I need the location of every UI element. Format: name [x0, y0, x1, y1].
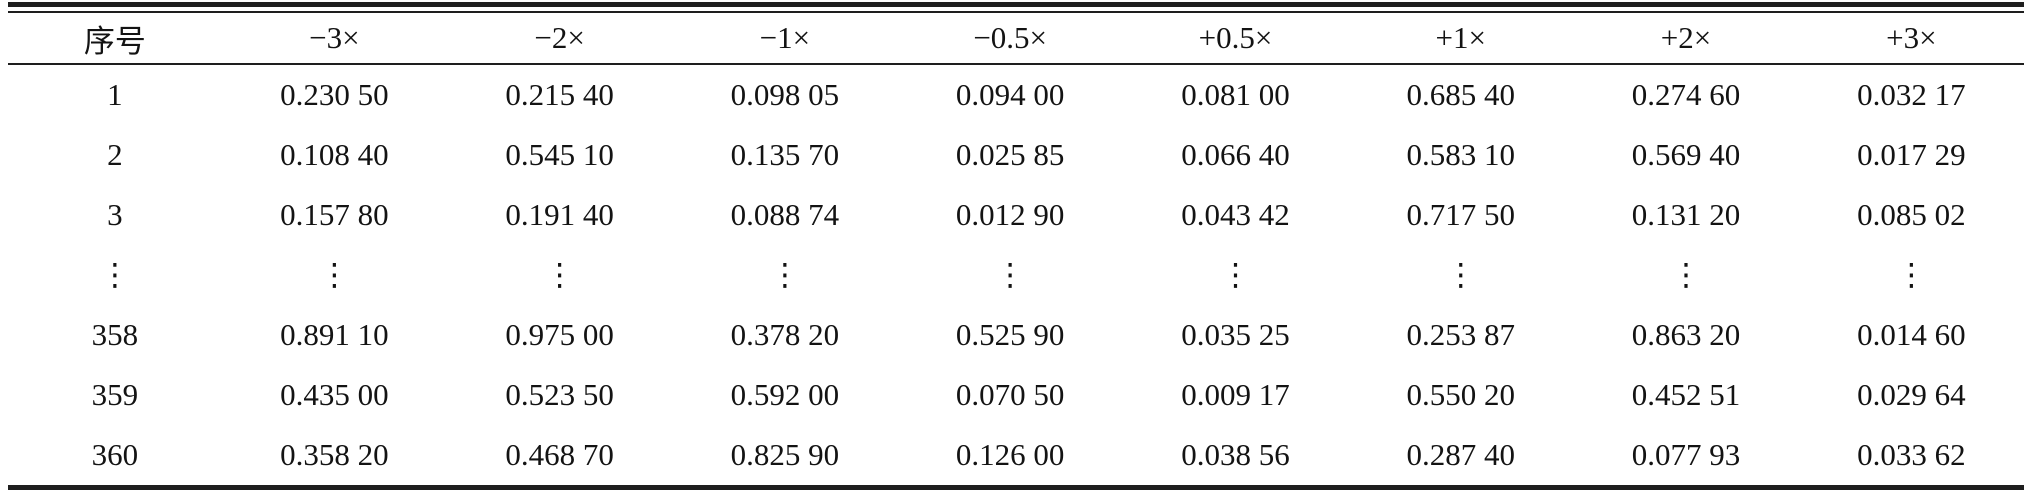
table-cell: 0.038 56	[1181, 437, 1290, 472]
table-cell: 0.975 00	[505, 317, 614, 352]
column-header-p05x: +0.5×	[1122, 13, 1349, 65]
column-header-p2x: +2×	[1573, 13, 1799, 65]
table-cell: 0.085 02	[1857, 197, 1966, 232]
column-header-p1x: +1×	[1348, 13, 1574, 65]
header-row: 序号 −3× −2× −1× −0.5× +0.5× +1× +2× +3×	[8, 13, 2024, 65]
table-row: 2 0.108 40 0.545 10 0.135 70 0.025 85 0.…	[8, 125, 2024, 185]
table-cell: 0.523 50	[505, 377, 614, 412]
vertical-ellipsis: ⋮	[318, 257, 350, 293]
vertical-ellipsis: ⋮	[99, 257, 131, 293]
table-cell: 0.070 50	[955, 377, 1065, 412]
cell-serial: 358	[91, 317, 139, 352]
table-cell: 0.066 40	[1181, 137, 1290, 172]
table-cell: 0.035 25	[1181, 317, 1290, 352]
table-cell: 0.025 85	[955, 137, 1065, 172]
table-cell: 0.287 40	[1406, 437, 1515, 472]
table-cell: 0.017 29	[1857, 137, 1966, 172]
table-cell: 0.358 20	[280, 437, 389, 472]
column-header-p3x: +3×	[1798, 13, 2024, 65]
table-row: 3 0.157 80 0.191 40 0.088 74 0.012 90 0.…	[8, 185, 2024, 245]
table-cell: 0.468 70	[505, 437, 614, 472]
table-cell: 0.191 40	[505, 197, 614, 232]
table-cell: 0.126 00	[955, 437, 1065, 472]
table-cell: 0.274 60	[1631, 77, 1741, 112]
data-table: 序号 −3× −2× −1× −0.5× +0.5× +1× +2× +3× 1…	[8, 13, 2024, 485]
table-cell: 0.253 87	[1406, 317, 1515, 352]
table-body: 1 0.230 50 0.215 40 0.098 05 0.094 00 0.…	[8, 64, 2024, 485]
table-cell: 0.435 00	[280, 377, 389, 412]
column-header-m3x: −3×	[221, 13, 447, 65]
table-cell: 0.583 10	[1406, 137, 1515, 172]
vertical-ellipsis: ⋮	[1895, 257, 1927, 293]
table-row: 1 0.230 50 0.215 40 0.098 05 0.094 00 0.…	[8, 64, 2024, 125]
table-row: 360 0.358 20 0.468 70 0.825 90 0.126 00 …	[8, 425, 2024, 485]
table-cell: 0.717 50	[1406, 197, 1515, 232]
vertical-ellipsis: ⋮	[994, 257, 1026, 293]
top-rule-thin	[8, 11, 2024, 13]
table-cell: 0.131 20	[1631, 197, 1741, 232]
cell-serial: 1	[107, 77, 123, 112]
table-cell: 0.081 00	[1181, 77, 1290, 112]
vertical-ellipsis: ⋮	[769, 257, 801, 293]
column-header-m1x: −1×	[672, 13, 898, 65]
cell-serial: 2	[107, 137, 123, 172]
table-cell: 0.550 20	[1406, 377, 1515, 412]
table-cell: 0.378 20	[730, 317, 840, 352]
table-cell: 0.012 90	[955, 197, 1065, 232]
table-header: 序号 −3× −2× −1× −0.5× +0.5× +1× +2× +3×	[8, 13, 2024, 65]
table-cell: 0.098 05	[730, 77, 840, 112]
table-cell: 0.032 17	[1857, 77, 1966, 112]
table-cell: 0.215 40	[505, 77, 614, 112]
table-cell: 0.825 90	[730, 437, 840, 472]
table-cell: 0.088 74	[730, 197, 840, 232]
table-cell: 0.014 60	[1857, 317, 1966, 352]
table-cell: 0.569 40	[1631, 137, 1741, 172]
cell-serial: 359	[91, 377, 139, 412]
vertical-ellipsis: ⋮	[1219, 257, 1251, 293]
table-cell: 0.592 00	[730, 377, 840, 412]
vertical-ellipsis: ⋮	[1670, 257, 1702, 293]
table-cell: 0.033 62	[1857, 437, 1966, 472]
table-cell: 0.685 40	[1406, 77, 1515, 112]
table-cell: 0.545 10	[505, 137, 614, 172]
table-row: 358 0.891 10 0.975 00 0.378 20 0.525 90 …	[8, 305, 2024, 365]
cell-serial: 360	[91, 437, 139, 472]
table-cell: 0.135 70	[730, 137, 840, 172]
vertical-ellipsis: ⋮	[544, 257, 576, 293]
table-cell: 0.452 51	[1631, 377, 1741, 412]
vertical-ellipsis: ⋮	[1445, 257, 1477, 293]
table-cell: 0.009 17	[1181, 377, 1290, 412]
table-cell: 0.094 00	[955, 77, 1065, 112]
column-header-m2x: −2×	[446, 13, 673, 65]
table-row: 359 0.435 00 0.523 50 0.592 00 0.070 50 …	[8, 365, 2024, 425]
column-header-m05x: −0.5×	[897, 13, 1123, 65]
cell-serial: 3	[107, 197, 123, 232]
bottom-rule-thick	[8, 485, 2024, 490]
table-cell: 0.043 42	[1181, 197, 1290, 232]
table-cell: 0.525 90	[955, 317, 1065, 352]
table-cell: 0.029 64	[1857, 377, 1966, 412]
column-header-id: 序号	[8, 13, 222, 65]
table-cell: 0.077 93	[1631, 437, 1741, 472]
table-cell: 0.863 20	[1631, 317, 1741, 352]
ellipsis-row: ⋮ ⋮ ⋮ ⋮ ⋮ ⋮ ⋮ ⋮ ⋮	[8, 245, 2024, 305]
table-cell: 0.230 50	[280, 77, 389, 112]
table-cell: 0.157 80	[280, 197, 389, 232]
top-rule-thick	[8, 2, 2024, 7]
table-cell: 0.891 10	[280, 317, 389, 352]
table-cell: 0.108 40	[280, 137, 389, 172]
